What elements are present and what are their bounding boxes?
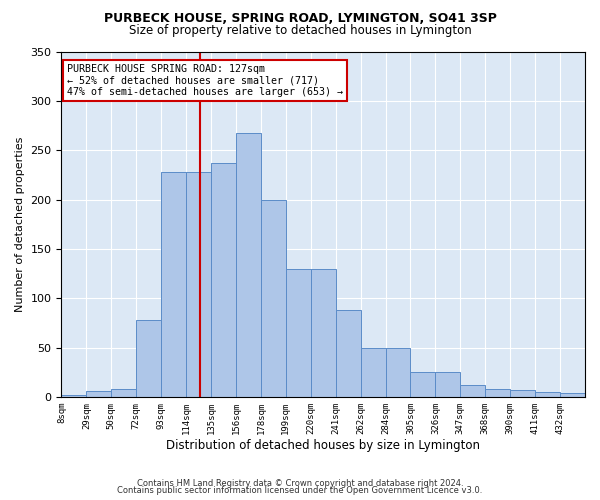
X-axis label: Distribution of detached houses by size in Lymington: Distribution of detached houses by size … [166,440,480,452]
Bar [436,372,460,397]
Bar [386,348,410,397]
Bar [361,348,386,397]
Bar [111,389,136,397]
Text: Size of property relative to detached houses in Lymington: Size of property relative to detached ho… [128,24,472,37]
Bar [311,268,335,397]
Bar [236,134,261,397]
Bar [485,389,510,397]
Bar [460,385,485,397]
Text: Contains HM Land Registry data © Crown copyright and database right 2024.: Contains HM Land Registry data © Crown c… [137,478,463,488]
Y-axis label: Number of detached properties: Number of detached properties [15,136,25,312]
Bar [261,200,286,397]
Bar [161,172,186,397]
Bar [410,372,436,397]
Bar [560,393,585,397]
Bar [61,395,86,397]
Text: PURBECK HOUSE SPRING ROAD: 127sqm
← 52% of detached houses are smaller (717)
47%: PURBECK HOUSE SPRING ROAD: 127sqm ← 52% … [67,64,343,97]
Bar [136,320,161,397]
Text: Contains public sector information licensed under the Open Government Licence v3: Contains public sector information licen… [118,486,482,495]
Text: PURBECK HOUSE, SPRING ROAD, LYMINGTON, SO41 3SP: PURBECK HOUSE, SPRING ROAD, LYMINGTON, S… [104,12,496,26]
Bar [510,390,535,397]
Bar [186,172,211,397]
Bar [286,268,311,397]
Bar [335,310,361,397]
Bar [211,163,236,397]
Bar [535,392,560,397]
Bar [86,391,111,397]
